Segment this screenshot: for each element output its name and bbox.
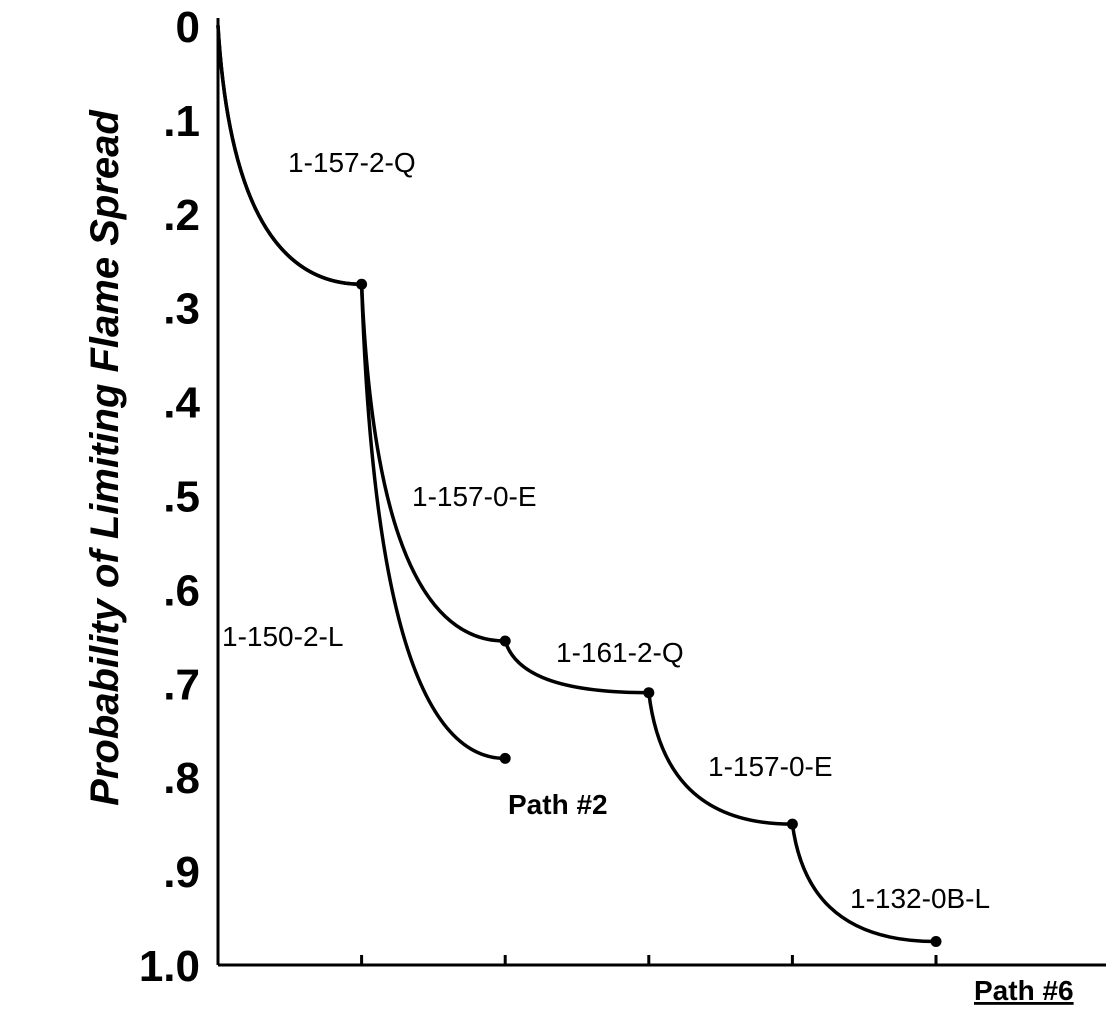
series-line-2	[216, 24, 938, 944]
series-points	[356, 278, 942, 948]
y-tick-label: .9	[163, 848, 200, 897]
segment-labels: 1-157-2-Q 1-150-2-L 1-157-0-E 1-161-2-Q 1-15…	[222, 147, 1074, 1006]
segment-label: 1-150-2-L	[222, 621, 343, 652]
series-curves	[216, 24, 938, 944]
segment-label: 1-157-0-E	[708, 751, 833, 782]
data-point	[786, 818, 798, 830]
segment-label: Path #2	[508, 789, 608, 820]
y-tick-label: .7	[163, 660, 200, 709]
segment-label: 1-161-2-Q	[556, 637, 684, 668]
segment-label: Path #6	[974, 975, 1074, 1006]
y-tick-labels: 0 .1 .2 .3 .4 .5 .6 .7 .8 .9 1.0	[139, 3, 201, 991]
data-point	[643, 687, 655, 699]
y-tick-label: 1.0	[139, 942, 200, 991]
y-tick-label: .1	[163, 97, 200, 146]
y-tick-label: 0	[176, 3, 200, 52]
data-point	[499, 752, 511, 764]
data-point	[499, 635, 511, 647]
y-tick-label: .2	[163, 191, 200, 240]
axes	[216, 18, 1106, 967]
data-point	[356, 278, 368, 290]
segment-label: 1-157-2-Q	[288, 147, 416, 178]
y-tick-label: .4	[163, 379, 200, 428]
y-tick-label: .5	[163, 473, 200, 522]
y-axis-label: Probability of Limiting Flame Spread	[83, 109, 127, 806]
data-point	[930, 936, 942, 948]
segment-label: 1-157-0-E	[412, 481, 537, 512]
y-tick-label: .3	[163, 285, 200, 334]
segment-label: 1-132-0B-L	[850, 883, 990, 914]
y-tick-label: .8	[163, 754, 200, 803]
y-tick-label: .6	[163, 566, 200, 615]
